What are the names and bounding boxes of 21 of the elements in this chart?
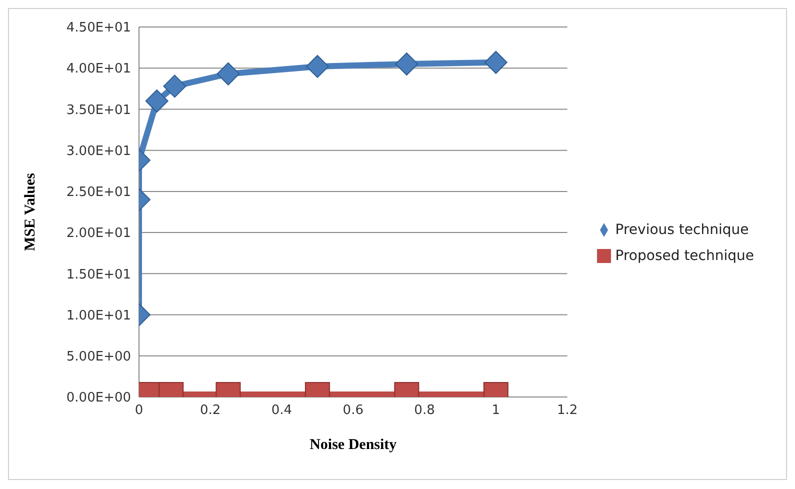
legend-label: Proposed technique [615, 248, 754, 264]
x-tick-label: 0.2 [200, 403, 221, 418]
x-tick-label: 0.4 [271, 403, 292, 418]
y-tick-label: 1.50E+01 [66, 267, 131, 282]
y-tick-label: 2.00E+01 [66, 226, 131, 242]
x-tick-label: 1.2 [556, 403, 578, 418]
x-tick-label: 0.6 [342, 403, 364, 418]
y-tick-label: 2.50E+01 [66, 185, 131, 200]
y-tick-label: 5.00E+00 [66, 350, 131, 365]
y-tick-label: 3.50E+01 [66, 102, 131, 118]
y-axis-title: MSE Values [22, 172, 38, 251]
x-axis-title: Noise Density [310, 437, 398, 453]
x-tick-label: 0 [134, 403, 144, 418]
y-tick-label: 1.00E+01 [66, 308, 131, 324]
y-tick-label: 0.00E+00 [66, 390, 131, 406]
y-tick-label: 4.50E+01 [66, 20, 131, 36]
x-tick-label: 1 [492, 403, 500, 418]
x-tick-label: 0.8 [414, 403, 435, 418]
legend-label: Previous technique [615, 222, 749, 238]
y-tick-label: 4.00E+01 [66, 62, 131, 77]
y-tick-label: 3.00E+01 [66, 144, 131, 159]
